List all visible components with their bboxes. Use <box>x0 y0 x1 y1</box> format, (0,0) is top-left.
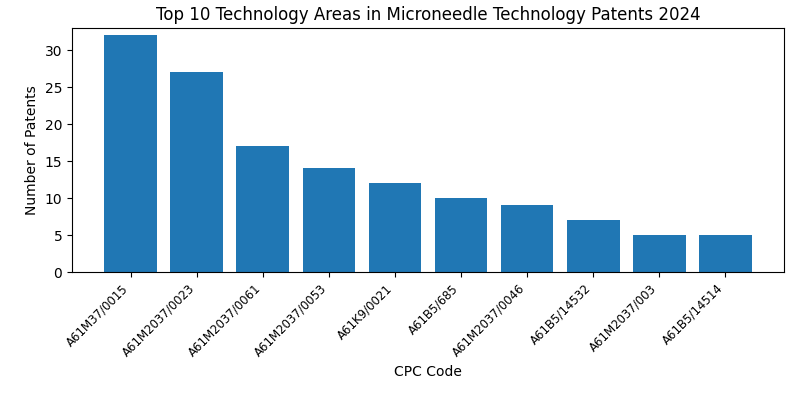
Bar <box>302 168 355 272</box>
Bar <box>501 206 554 272</box>
Bar <box>104 35 158 272</box>
X-axis label: CPC Code: CPC Code <box>394 365 462 379</box>
Bar <box>566 220 619 272</box>
Bar <box>633 235 686 272</box>
Title: Top 10 Technology Areas in Microneedle Technology Patents 2024: Top 10 Technology Areas in Microneedle T… <box>156 6 700 24</box>
Bar <box>237 146 290 272</box>
Y-axis label: Number of Patents: Number of Patents <box>25 85 39 215</box>
Bar <box>369 183 422 272</box>
Bar <box>698 235 752 272</box>
Bar <box>170 72 223 272</box>
Bar <box>434 198 487 272</box>
